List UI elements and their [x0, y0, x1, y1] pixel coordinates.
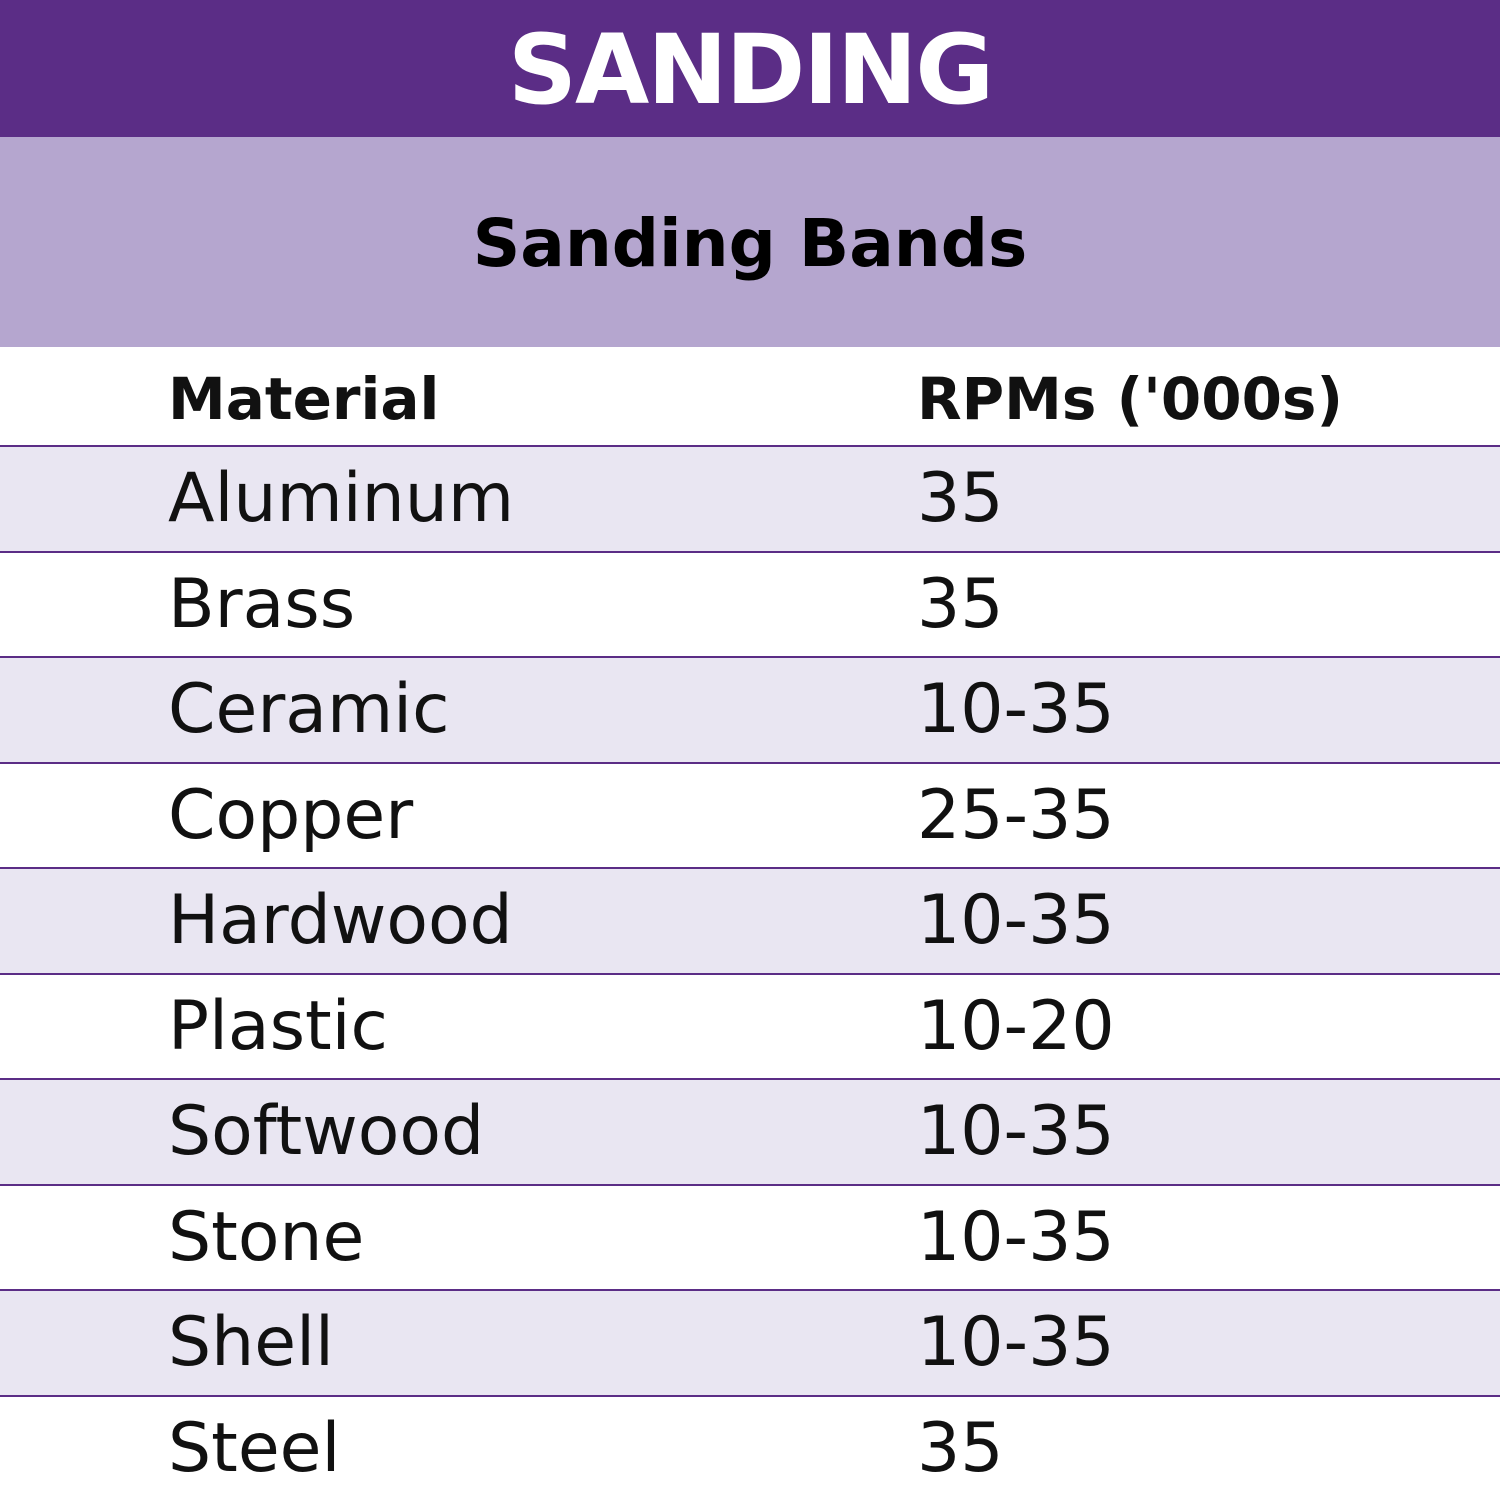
table-row: Shell 10-35 [0, 1289, 1500, 1395]
table-row: Hardwood 10-35 [0, 867, 1500, 973]
table-cell: Hardwood [168, 881, 513, 960]
table-cell: 10-35 [917, 1197, 1115, 1277]
table-cell: Shell [168, 1303, 334, 1382]
table-cell: Brass [168, 564, 356, 644]
table-cell: 10-35 [917, 881, 1115, 960]
table-cell: 25-35 [917, 775, 1115, 855]
table-cell: 10-35 [917, 1303, 1115, 1382]
table-cell: 35 [917, 564, 1004, 644]
column-header: Material [168, 365, 440, 433]
table-cell: 10-20 [917, 986, 1115, 1066]
table-row: Steel 35 [0, 1394, 1500, 1501]
table-cell: 35 [917, 459, 1004, 538]
table-cell: Ceramic [168, 670, 450, 749]
title: SANDING [0, 0, 1500, 137]
table-row: Aluminum 35 [0, 445, 1500, 551]
table-row: Softwood 10-35 [0, 1078, 1500, 1184]
table-cell: Aluminum [168, 459, 515, 538]
table-row: Stone 10-35 [0, 1183, 1500, 1290]
table-cell: Softwood [168, 1092, 485, 1171]
table-cell: 10-35 [917, 1092, 1115, 1171]
table-cell: Stone [168, 1197, 365, 1277]
subtitle: Sanding Bands [0, 137, 1500, 347]
table-cell: 35 [917, 1408, 1004, 1488]
table-row: Copper 25-35 [0, 761, 1500, 868]
table-cell: 10-35 [917, 670, 1115, 749]
table-row: Ceramic 10-35 [0, 656, 1500, 762]
table-row: Plastic 10-20 [0, 972, 1500, 1079]
table-cell: Plastic [168, 986, 388, 1066]
table-cell: Steel [168, 1408, 341, 1488]
table-cell: Copper [168, 775, 414, 855]
column-header: RPMs ('000s) [917, 365, 1343, 433]
table-row: Brass 35 [0, 550, 1500, 657]
